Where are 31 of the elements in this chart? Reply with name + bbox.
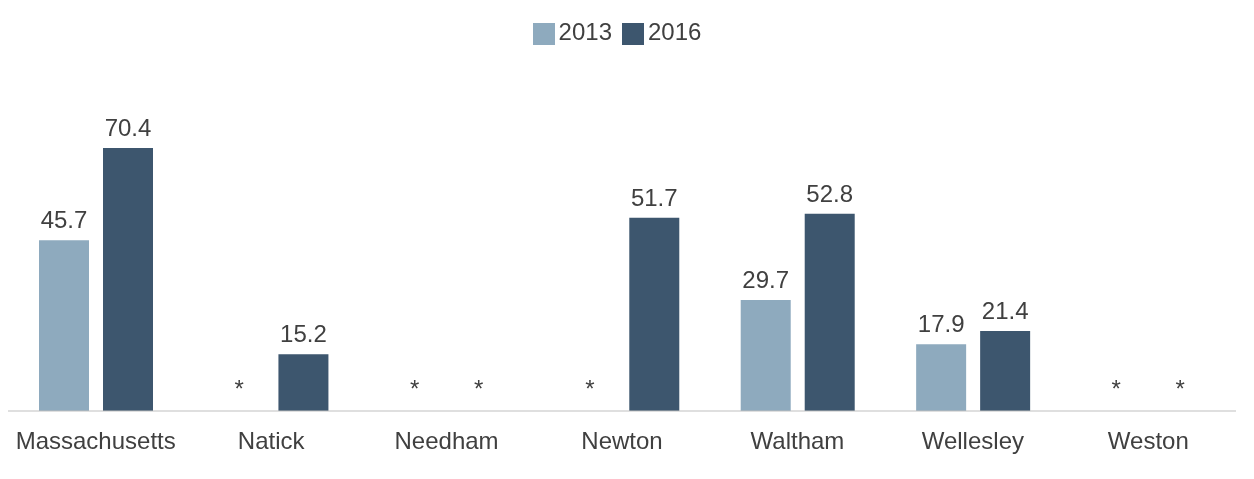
x-tick-label: Wellesley [921,427,1024,454]
bar [916,344,967,411]
bar [103,148,153,411]
bar [278,354,329,411]
text: * [409,375,420,402]
data-label: 70.4 [104,114,152,141]
text: * [473,375,484,402]
x-tick-label: Waltham [750,427,845,454]
x-tick-label: Natick [237,427,306,454]
legend-label: 2016 [648,18,702,45]
text: * [1111,375,1121,402]
bar [980,331,1031,411]
data-label: 51.7 [630,183,678,211]
text: * [1175,375,1185,402]
data-label: 52.8 [806,179,854,207]
bar [629,217,680,411]
data-label: 29.7 [742,266,790,294]
x-tick-label: Massachusetts [15,427,176,454]
x-tick-label: Weston [1107,427,1189,454]
text: * [234,375,244,402]
bar [804,213,855,411]
bar [740,300,791,411]
data-label: 17.9 [917,310,965,338]
data-label: 21.4 [981,297,1029,325]
x-tick-label: Newton [581,427,663,454]
bar [39,240,89,411]
data-label: 15.2 [280,320,327,348]
text: * [585,375,595,402]
x-tick-label: Needham [394,427,499,454]
legend-label: 2013 [558,18,612,45]
data-label: 45.7 [40,206,88,234]
